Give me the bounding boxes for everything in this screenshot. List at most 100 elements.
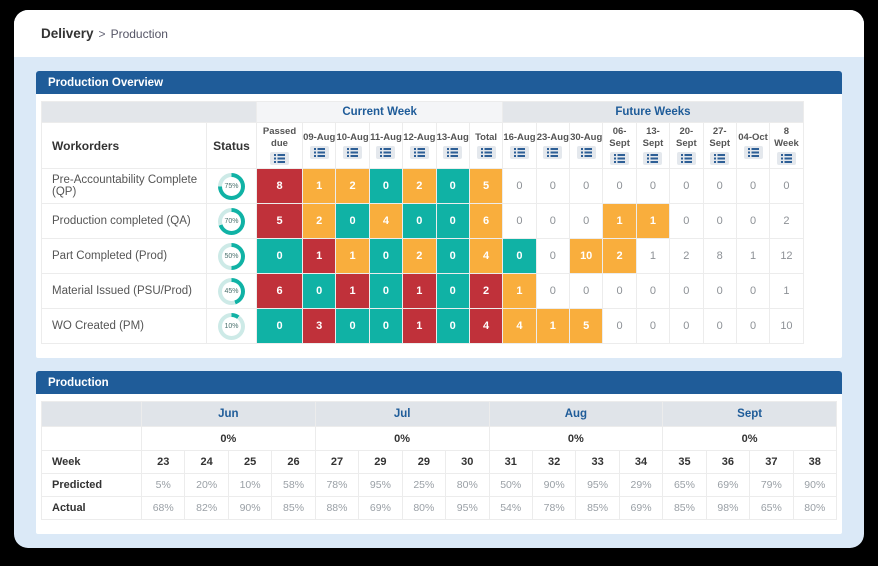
date-column-header: Total: [468, 122, 504, 169]
day-cell: 4: [468, 308, 504, 344]
production-overview-header: Production Overview: [36, 71, 842, 94]
month-percent: 0%: [488, 426, 664, 451]
list-icon[interactable]: [776, 152, 796, 165]
day-cell: 2: [301, 203, 337, 239]
date-column-header: 13-Aug: [435, 122, 470, 169]
list-icon[interactable]: [743, 146, 763, 159]
week-number-cell: 36: [705, 450, 751, 474]
group-header-spacer: [41, 101, 257, 123]
future-weeks-group-header: Future Weeks: [502, 101, 804, 123]
workorder-label: Production completed (QA): [41, 203, 207, 239]
overview-table: Current Week Future Weeks Workorders Status…: [41, 101, 837, 344]
date-column-label: 20-Sept: [676, 126, 697, 149]
day-cell: 1: [735, 238, 771, 274]
actual-value-cell: 80%: [792, 496, 838, 520]
predicted-value-cell: 79%: [749, 473, 794, 497]
day-cell: 12: [769, 238, 804, 274]
day-cell: 0: [435, 238, 470, 274]
predicted-value-cell: 50%: [488, 473, 533, 497]
week-number-cell: 38: [792, 450, 838, 474]
status-cell: 70%: [206, 203, 257, 239]
day-cell: 2: [669, 238, 704, 274]
list-icon[interactable]: [643, 152, 663, 165]
list-icon[interactable]: [710, 152, 730, 165]
week-number-cell: 37: [749, 450, 794, 474]
app-page: Delivery > Production Production Overvie…: [14, 10, 864, 548]
predicted-value-cell: 95%: [358, 473, 403, 497]
week-number-cell: 32: [531, 450, 577, 474]
list-icon[interactable]: [270, 152, 289, 165]
week-number-cell: 30: [445, 450, 490, 474]
list-icon[interactable]: [576, 146, 596, 159]
week-number-cell: 33: [575, 450, 620, 474]
week-number-cell: 31: [488, 450, 533, 474]
week-number-cell: 24: [184, 450, 229, 474]
list-icon[interactable]: [376, 146, 396, 159]
date-column-header: 10-Aug: [335, 122, 370, 169]
day-cell: 0: [435, 168, 470, 204]
month-percent: 0%: [662, 426, 837, 451]
status-gauge: 70%: [218, 207, 245, 235]
predicted-value-cell: 78%: [314, 473, 360, 497]
list-icon[interactable]: [443, 146, 463, 159]
list-icon[interactable]: [610, 152, 630, 165]
day-cell: 0: [256, 308, 303, 344]
date-column-label: 8 Week: [774, 126, 799, 149]
predicted-value-cell: 5%: [140, 473, 186, 497]
date-column-label: 13-Aug: [436, 132, 469, 143]
month-header: Aug: [488, 401, 664, 427]
week-number-cell: 25: [227, 450, 273, 474]
day-cell: 1: [402, 308, 437, 344]
day-cell: 5: [468, 168, 504, 204]
day-cell: 0: [702, 168, 737, 204]
actual-row-label: Actual: [41, 496, 142, 520]
list-icon[interactable]: [543, 146, 563, 159]
date-column-header: 30-Aug: [568, 122, 604, 169]
list-icon[interactable]: [343, 146, 363, 159]
day-cell: 10: [769, 308, 804, 344]
actual-value-cell: 85%: [662, 496, 707, 520]
day-cell: 0: [435, 203, 470, 239]
status-gauge-value: 50%: [222, 246, 241, 266]
day-cell: 2: [769, 203, 804, 239]
predicted-value-cell: 25%: [401, 473, 447, 497]
day-cell: 1: [769, 273, 804, 309]
list-icon[interactable]: [676, 152, 696, 165]
day-cell: 0: [568, 203, 604, 239]
list-icon[interactable]: [309, 146, 329, 159]
actual-value-cell: 54%: [488, 496, 533, 520]
week-number-cell: 29: [401, 450, 447, 474]
list-icon[interactable]: [409, 146, 429, 159]
day-cell: 0: [368, 168, 404, 204]
month-header: Sept: [662, 401, 837, 427]
status-cell: 10%: [206, 308, 257, 344]
date-column-header: 13-Sept: [635, 122, 671, 169]
predicted-value-cell: 58%: [271, 473, 316, 497]
day-cell: 2: [468, 273, 504, 309]
actual-value-cell: 69%: [618, 496, 664, 520]
month-header-spacer: [41, 401, 142, 427]
day-cell: 4: [468, 238, 504, 274]
actual-row: Actual 68% 82% 90% 85% 88% 69% 80% 95% 54% 78% 85% 6…: [41, 496, 838, 520]
month-percent: 0%: [314, 426, 490, 451]
day-cell: 0: [635, 273, 671, 309]
production-progress-table: Jun Jul Aug Sept 0% 0% 0% 0% Week 23 24 25 26 27 29 29 3…: [41, 401, 838, 520]
production-overview-table: Current Week Future Weeks Workorders Status…: [41, 101, 837, 344]
day-cell: 0: [502, 203, 537, 239]
list-icon[interactable]: [476, 146, 496, 159]
day-cell: 1: [301, 168, 337, 204]
status-gauge: 10%: [218, 312, 245, 340]
breadcrumb-root[interactable]: Delivery: [41, 26, 94, 41]
list-icon[interactable]: [509, 146, 529, 159]
day-cell: 4: [502, 308, 537, 344]
date-column-label: 06-Sept: [609, 126, 630, 149]
month-percent-row: 0% 0% 0% 0%: [41, 426, 837, 451]
date-column-header: 23-Aug: [535, 122, 571, 169]
day-cell: 0: [435, 273, 470, 309]
actual-value-cell: 90%: [227, 496, 273, 520]
actual-value-cell: 80%: [401, 496, 447, 520]
actual-value-cell: 85%: [271, 496, 316, 520]
day-cell: 0: [502, 168, 537, 204]
day-cell: 0: [602, 168, 637, 204]
day-cell: 0: [669, 308, 704, 344]
